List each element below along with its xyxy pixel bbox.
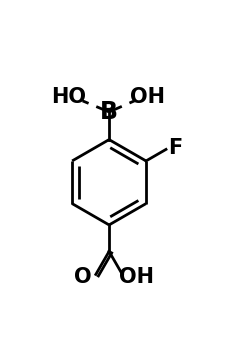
Text: OH: OH — [119, 267, 153, 287]
Text: OH: OH — [129, 87, 164, 107]
Text: B: B — [100, 100, 118, 124]
Text: O: O — [74, 267, 91, 287]
Text: HO: HO — [51, 87, 86, 107]
Text: F: F — [167, 138, 181, 157]
